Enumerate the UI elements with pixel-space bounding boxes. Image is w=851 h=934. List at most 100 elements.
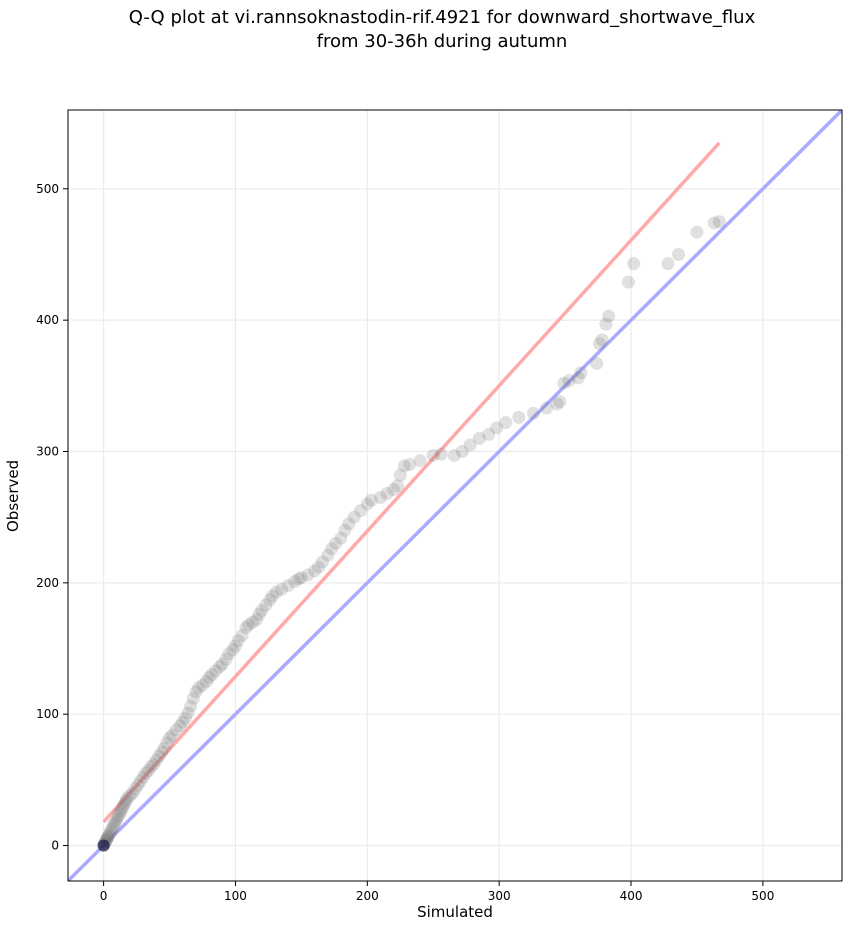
data-point — [463, 438, 477, 452]
y-tick-label: 400 — [36, 313, 59, 327]
data-point — [181, 706, 195, 720]
data-point — [294, 571, 308, 585]
data-point — [403, 458, 417, 472]
data-point — [281, 578, 295, 592]
data-point — [209, 664, 223, 678]
data-point — [550, 397, 564, 411]
data-point — [215, 657, 229, 671]
data-point — [250, 613, 264, 627]
x-axis-label: Simulated — [417, 903, 493, 921]
data-point — [265, 589, 279, 603]
data-point — [434, 447, 448, 461]
x-tick-label: 400 — [620, 889, 643, 903]
data-point — [397, 459, 411, 473]
data-point — [242, 618, 256, 632]
data-point — [321, 548, 335, 562]
data-point — [222, 647, 236, 661]
y-tick-label: 500 — [36, 182, 59, 196]
data-point — [574, 366, 588, 380]
data-point — [155, 745, 169, 759]
data-point — [147, 757, 161, 771]
data-point — [595, 333, 609, 347]
data-point — [103, 825, 117, 839]
data-point — [512, 410, 526, 424]
data-point — [118, 797, 132, 811]
data-point — [472, 431, 486, 445]
data-points — [97, 215, 726, 853]
data-point — [131, 778, 145, 792]
data-point — [602, 309, 616, 323]
data-point — [347, 510, 361, 524]
data-point — [712, 215, 726, 229]
data-point — [152, 749, 166, 763]
y-tick-label: 200 — [36, 576, 59, 590]
data-point — [553, 395, 567, 409]
data-point — [195, 678, 209, 692]
data-point — [315, 555, 329, 569]
data-point — [275, 582, 289, 596]
data-point — [393, 468, 407, 482]
data-point — [590, 356, 604, 370]
fit-line — [102, 141, 721, 824]
data-point — [120, 791, 134, 805]
data-point — [173, 719, 187, 733]
x-tick-label: 500 — [751, 889, 774, 903]
data-point — [149, 753, 163, 767]
data-point — [144, 760, 158, 774]
data-point — [288, 575, 302, 589]
data-point — [426, 448, 440, 462]
data-point — [136, 770, 150, 784]
data-point — [526, 406, 540, 420]
data-point — [621, 275, 635, 289]
data-point — [671, 247, 685, 261]
y-axis-ticks: 0 100 200 300 400 500 — [36, 182, 68, 853]
data-point — [186, 691, 200, 705]
data-point — [308, 564, 322, 578]
data-point — [112, 807, 126, 821]
data-point — [364, 493, 378, 507]
data-point — [157, 741, 171, 755]
data-point — [105, 823, 119, 837]
data-point — [102, 828, 116, 842]
data-point — [342, 517, 356, 531]
data-point — [176, 715, 190, 729]
plot-frame — [67, 109, 843, 882]
data-point — [338, 523, 352, 537]
data-point — [126, 786, 140, 800]
data-point — [269, 585, 283, 599]
data-point — [231, 634, 245, 648]
data-point — [115, 802, 129, 816]
data-point — [189, 685, 203, 699]
data-point — [252, 607, 266, 621]
data-point — [160, 736, 174, 750]
data-point — [447, 448, 461, 462]
data-point — [482, 427, 496, 441]
data-point — [178, 711, 192, 725]
data-point — [540, 401, 554, 415]
data-point — [119, 794, 133, 808]
y-tick-label: 300 — [36, 444, 59, 458]
reference-lines — [68, 110, 842, 881]
data-point — [263, 593, 277, 607]
x-tick-label: 300 — [488, 889, 511, 903]
data-point — [128, 782, 142, 796]
data-point — [202, 670, 216, 684]
data-point — [292, 572, 306, 586]
y-axis-label: Observed — [4, 459, 22, 532]
data-point — [455, 444, 469, 458]
data-point — [329, 536, 343, 550]
data-point — [490, 421, 504, 435]
data-point — [259, 598, 273, 612]
data-point — [106, 820, 120, 834]
data-point — [599, 317, 613, 331]
chart-title: Q-Q plot at vi.rannsoknastodin-rif.4921 … — [128, 7, 756, 52]
y-tick-label: 0 — [51, 839, 59, 853]
data-point — [184, 699, 198, 713]
y-tick-label: 100 — [36, 707, 59, 721]
x-axis-ticks: 0 100 200 300 400 500 — [100, 881, 774, 903]
data-point — [360, 497, 374, 511]
data-point — [391, 479, 405, 493]
data-point — [499, 416, 513, 430]
data-point — [246, 615, 260, 629]
